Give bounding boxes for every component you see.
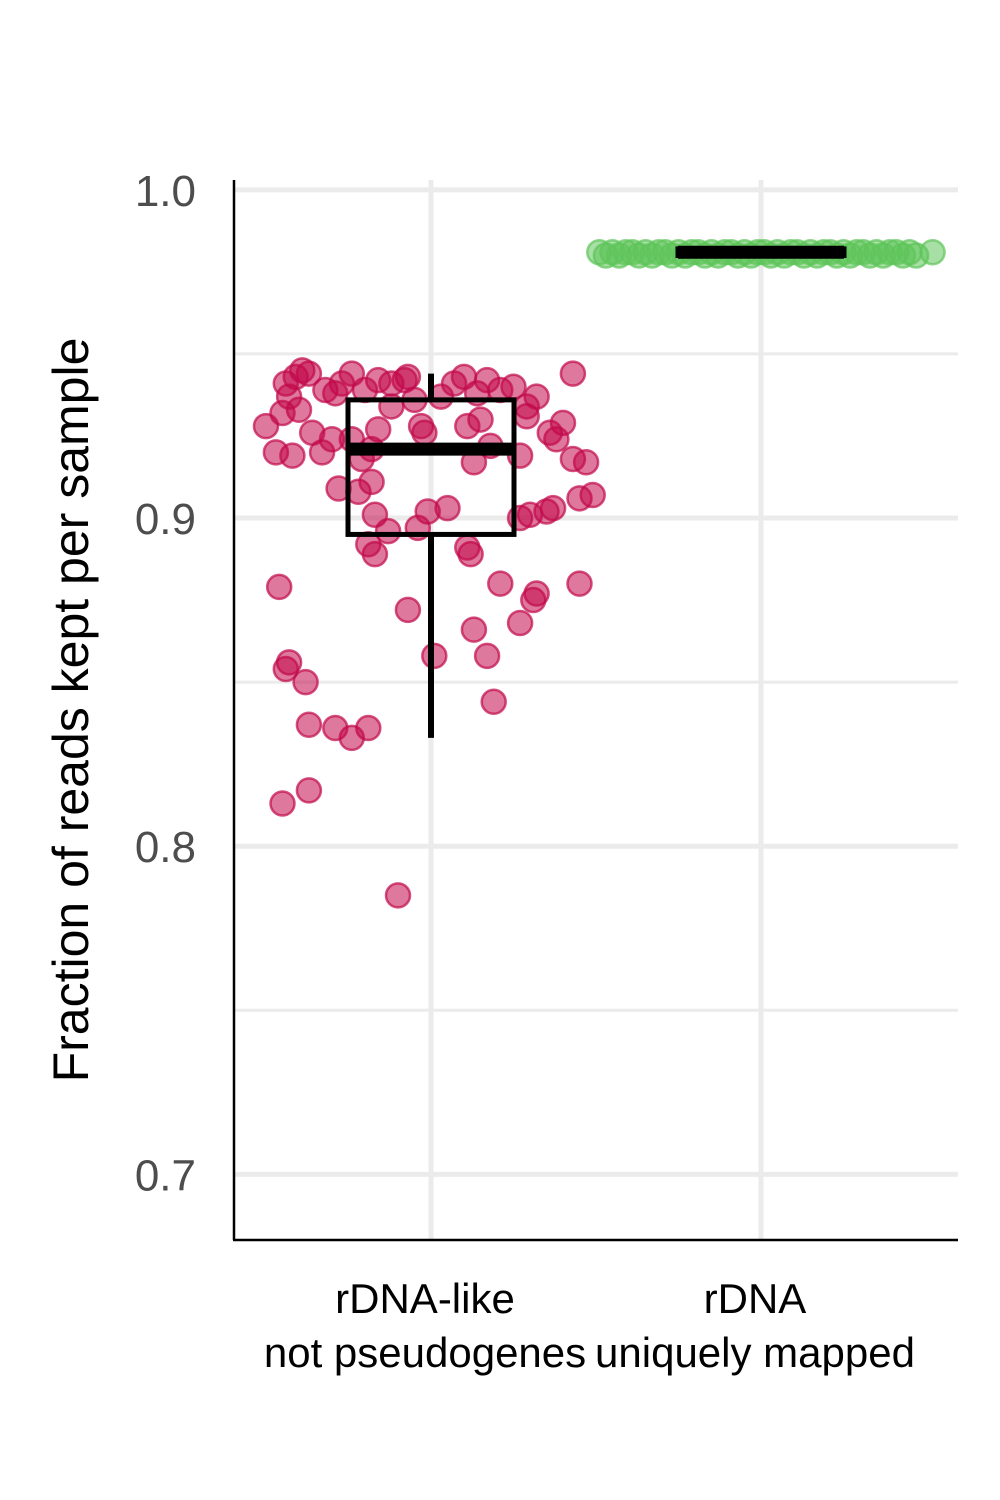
- data-point: [394, 596, 422, 624]
- data-point: [559, 360, 587, 387]
- boxplots: [345, 245, 847, 738]
- data-point: [506, 609, 534, 637]
- data-point: [539, 494, 567, 522]
- axes: [232, 180, 958, 1242]
- data-point: [559, 445, 587, 473]
- data-point: [364, 416, 392, 443]
- data-point: [467, 406, 494, 433]
- data-point: [434, 494, 461, 522]
- data-point: [295, 777, 323, 804]
- y-axis-title: Fraction of reads kept per sample: [43, 338, 99, 1083]
- data-point: [265, 573, 293, 601]
- data-point: [295, 711, 323, 739]
- grid: [234, 180, 958, 1240]
- data-point: [384, 882, 412, 909]
- data-point: [394, 363, 422, 391]
- data-point: [480, 688, 507, 716]
- data-point: [513, 403, 540, 430]
- data-point: [457, 540, 484, 568]
- data-point: [421, 642, 448, 670]
- x-tick-label: uniquely mapped: [595, 1329, 915, 1376]
- data-point: [549, 409, 577, 437]
- data-point: [262, 439, 290, 466]
- y-tick-labels: 0.7 0.8 0.9 1.0: [135, 167, 196, 1201]
- y-tick-label: 1.0: [135, 167, 196, 216]
- data-point: [473, 642, 501, 670]
- x-tick-labels: rDNA-like not pseudogenes rDNA uniquely map…: [264, 1275, 915, 1376]
- x-tick-label: not pseudogenes: [264, 1329, 586, 1376]
- y-tick-label: 0.8: [135, 823, 196, 872]
- y-tick-label: 0.9: [135, 495, 196, 544]
- data-point: [361, 501, 389, 528]
- data-point: [411, 419, 438, 446]
- data-point: [285, 396, 313, 423]
- data-point: [289, 357, 316, 384]
- y-tick-label: 0.7: [135, 1151, 196, 1200]
- data-point: [566, 570, 593, 597]
- box: [345, 397, 517, 537]
- data-point: [275, 649, 303, 676]
- x-tick-label: rDNA-like: [335, 1275, 515, 1322]
- data-point: [355, 714, 382, 742]
- data-point: [292, 668, 319, 696]
- data-point: [523, 580, 550, 607]
- data-point: [460, 616, 488, 643]
- data-point: [269, 790, 296, 817]
- data-point: [579, 481, 606, 509]
- x-tick-label: rDNA: [704, 1275, 807, 1322]
- data-point: [487, 570, 514, 597]
- data-point: [318, 426, 346, 453]
- data-point: [919, 238, 946, 266]
